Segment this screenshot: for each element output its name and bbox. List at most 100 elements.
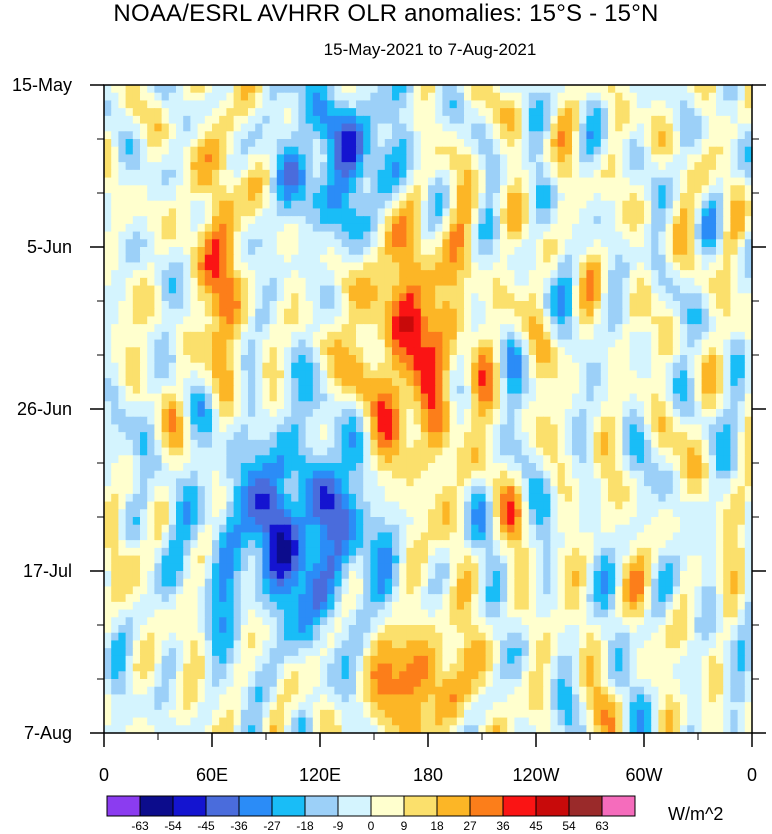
field-cell — [464, 339, 472, 348]
field-cell — [737, 501, 746, 510]
field-cell — [341, 409, 350, 418]
field-cell — [665, 447, 674, 456]
field-cell — [161, 401, 170, 410]
field-cell — [492, 463, 501, 472]
field-cell — [442, 169, 451, 179]
field-cell — [521, 200, 530, 210]
field-cell — [680, 92, 688, 102]
field-cell — [730, 439, 739, 449]
field-cell — [276, 301, 285, 310]
field-cell — [276, 123, 285, 132]
field-cell — [507, 123, 515, 132]
field-cell — [377, 385, 386, 395]
field-cell — [363, 85, 371, 94]
field-cell — [629, 424, 638, 433]
field-cell — [212, 316, 220, 325]
field-cell — [226, 370, 235, 379]
field-cell — [190, 154, 199, 163]
field-cell — [730, 455, 739, 464]
field-cell — [528, 339, 537, 348]
field-cell — [118, 432, 127, 441]
field-cell — [132, 378, 141, 387]
field-cell — [125, 424, 134, 433]
field-cell — [420, 100, 429, 109]
field-cell — [269, 139, 278, 148]
field-cell — [615, 239, 623, 248]
field-cell — [240, 185, 249, 194]
field-cell — [406, 193, 415, 202]
field-cell — [377, 393, 386, 402]
field-cell — [348, 301, 357, 310]
field-cell — [514, 355, 523, 364]
field-cell — [737, 131, 746, 140]
field-cell — [291, 216, 299, 225]
field-cell — [579, 409, 587, 418]
field-cell — [219, 463, 227, 472]
field-cell — [557, 115, 566, 125]
field-cell — [492, 277, 501, 287]
field-cell — [737, 247, 746, 256]
field-cell — [168, 347, 177, 356]
field-cell — [183, 316, 191, 325]
field-cell — [435, 439, 443, 449]
field-cell — [212, 370, 220, 379]
field-cell — [528, 447, 537, 456]
field-cell — [161, 115, 170, 125]
field-cell — [636, 200, 645, 210]
field-cell — [442, 108, 451, 117]
field-cell — [478, 301, 487, 310]
field-cell — [716, 486, 724, 495]
field-cell — [464, 316, 472, 325]
field-cell — [464, 293, 472, 302]
field-cell — [377, 486, 386, 495]
field-cell — [608, 478, 616, 487]
field-cell — [284, 239, 292, 248]
field-cell — [370, 316, 379, 325]
field-cell — [154, 239, 163, 248]
field-cell — [593, 478, 602, 487]
field-cell — [514, 324, 523, 333]
field-cell — [125, 185, 134, 194]
field-cell — [622, 370, 631, 379]
field-cell — [464, 470, 472, 480]
field-cell — [240, 424, 249, 433]
field-cell — [600, 424, 609, 433]
field-cell — [672, 247, 681, 256]
field-cell — [356, 393, 364, 402]
field-cell — [291, 100, 299, 109]
field-cell — [636, 131, 645, 140]
field-cell — [471, 447, 479, 456]
field-cell — [492, 100, 501, 109]
field-cell — [140, 247, 148, 256]
field-cell — [262, 509, 271, 518]
field-cell — [212, 355, 220, 364]
field-cell — [622, 169, 631, 179]
field-cell — [500, 254, 508, 264]
field-cell — [485, 424, 494, 433]
field-cell — [672, 123, 681, 132]
field-cell — [204, 501, 213, 510]
field-cell — [348, 401, 357, 410]
field-cell — [723, 131, 731, 140]
field-cell — [284, 115, 292, 125]
field-cell — [406, 177, 415, 186]
field-cell — [125, 370, 134, 379]
field-cell — [233, 509, 242, 518]
field-cell — [420, 108, 429, 117]
field-cell — [428, 370, 436, 379]
field-cell — [284, 277, 292, 287]
field-cell — [161, 362, 170, 372]
field-cell — [694, 285, 703, 294]
field-cell — [629, 486, 638, 495]
field-cell — [428, 108, 436, 117]
field-cell — [636, 285, 645, 294]
field-cell — [320, 208, 328, 217]
field-cell — [442, 115, 451, 125]
field-cell — [478, 200, 487, 210]
field-cell — [500, 316, 508, 325]
field-cell — [154, 470, 163, 480]
field-cell — [269, 439, 278, 449]
field-cell — [420, 239, 429, 248]
field-cell — [528, 470, 537, 480]
field-cell — [442, 131, 451, 140]
